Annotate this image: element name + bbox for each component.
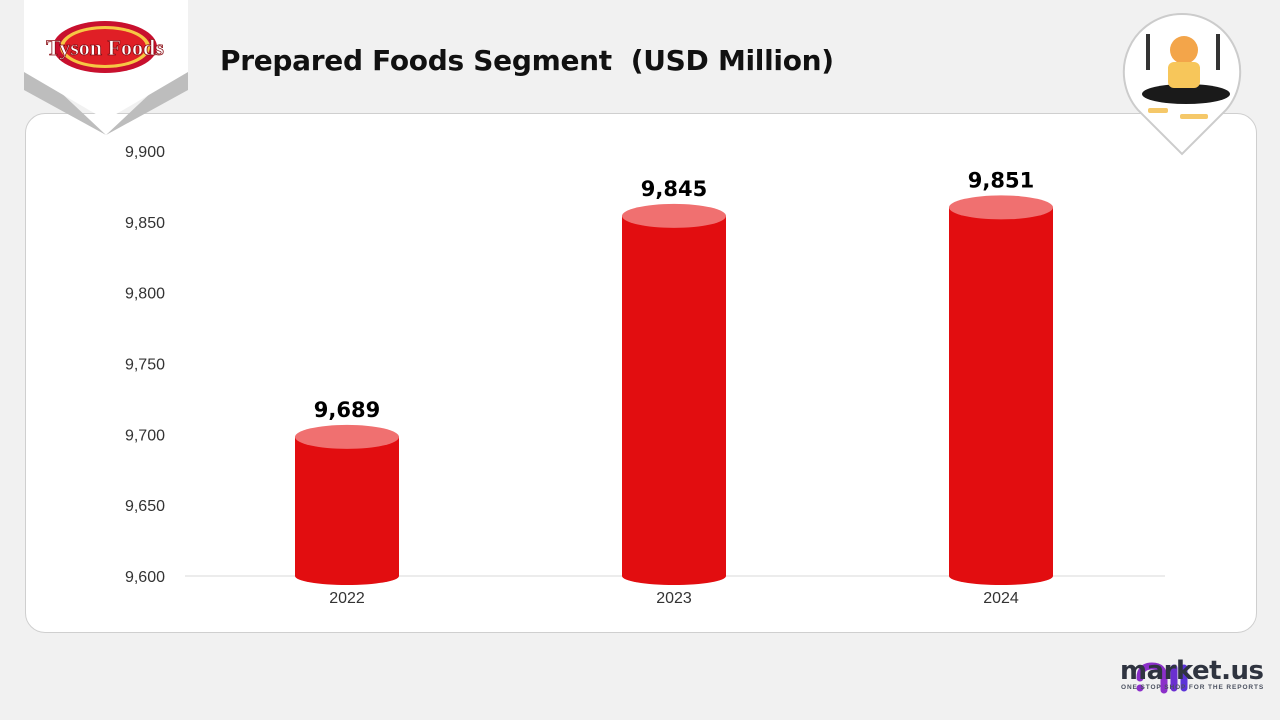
x-tick-label: 2023 [656, 590, 692, 607]
y-tick-label: 9,750 [125, 357, 165, 374]
y-tick-label: 9,900 [125, 144, 165, 161]
brand-name: market [1120, 656, 1222, 686]
bar-2023 [622, 215, 726, 576]
bar-top [622, 203, 726, 228]
data-label: 9,845 [641, 177, 707, 201]
brand-tagline: ONE STOP SHOP FOR THE REPORTS [1121, 684, 1265, 691]
y-tick-label: 9,650 [125, 498, 165, 515]
y-tick-label: 9,600 [125, 569, 165, 586]
data-label: 9,851 [968, 168, 1034, 192]
x-tick-label: 2022 [329, 590, 365, 607]
x-tick-label: 2024 [983, 590, 1019, 607]
market-us-brand: market.us [1120, 656, 1264, 686]
bar-2024 [949, 207, 1053, 576]
page-title: Prepared Foods Segment (USD Million) [220, 44, 834, 77]
svg-text:Tyson Foods: Tyson Foods [46, 35, 164, 60]
bar-2022 [295, 436, 399, 576]
market-us-logo-icon [1136, 662, 1188, 694]
tyson-foods-logo: Tyson Foods [24, 0, 188, 135]
data-label: 9,689 [314, 398, 380, 422]
y-tick-label: 9,800 [125, 286, 165, 303]
brand-suffix: .us [1221, 656, 1264, 686]
y-tick-label: 9,850 [125, 215, 165, 232]
y-tick-label: 9,700 [125, 427, 165, 444]
food-mascot-badge [1122, 12, 1242, 156]
bar-top [949, 195, 1053, 220]
bar-top [295, 424, 399, 449]
